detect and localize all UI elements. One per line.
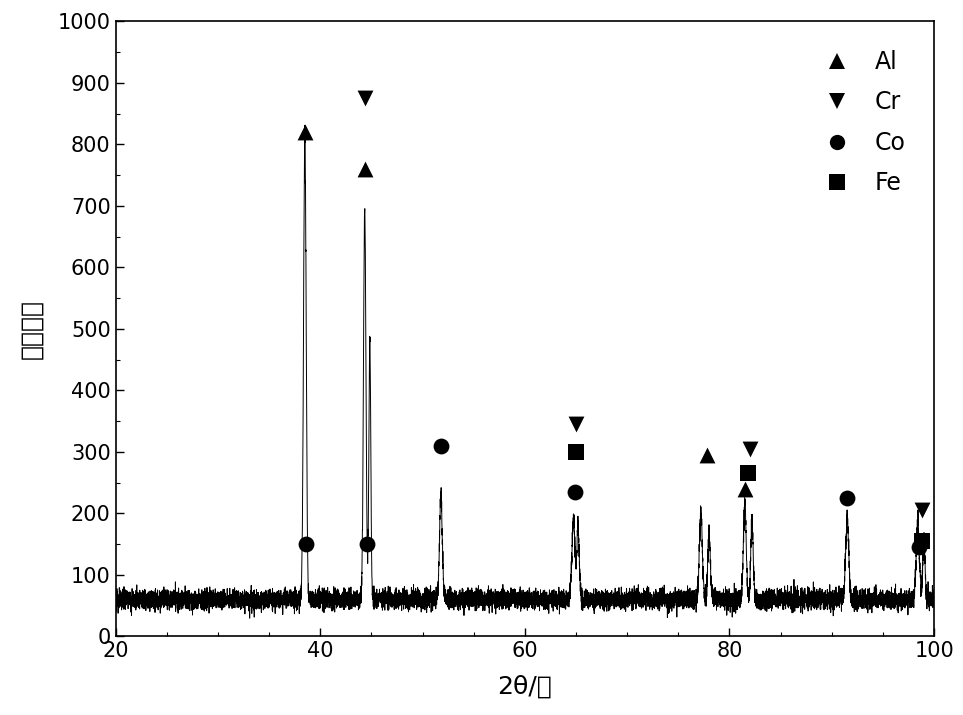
- Point: [433, 440, 449, 451]
- Point: [298, 127, 313, 138]
- Point: [840, 492, 855, 503]
- Point: [357, 163, 373, 174]
- Point: [741, 468, 756, 479]
- Point: [567, 486, 583, 498]
- Point: [737, 483, 752, 495]
- Point: [568, 446, 584, 458]
- Point: [359, 538, 375, 550]
- Point: [742, 443, 758, 455]
- Legend: Al, Cr, Co, Fe: Al, Cr, Co, Fe: [804, 40, 915, 204]
- Point: [914, 536, 929, 547]
- Y-axis label: 相对强度: 相对强度: [20, 299, 43, 359]
- Point: [699, 449, 715, 460]
- Point: [299, 538, 314, 550]
- Point: [914, 505, 929, 516]
- X-axis label: 2θ/度: 2θ/度: [498, 675, 552, 699]
- Point: [911, 541, 926, 553]
- Point: [568, 418, 584, 430]
- Point: [357, 92, 373, 104]
